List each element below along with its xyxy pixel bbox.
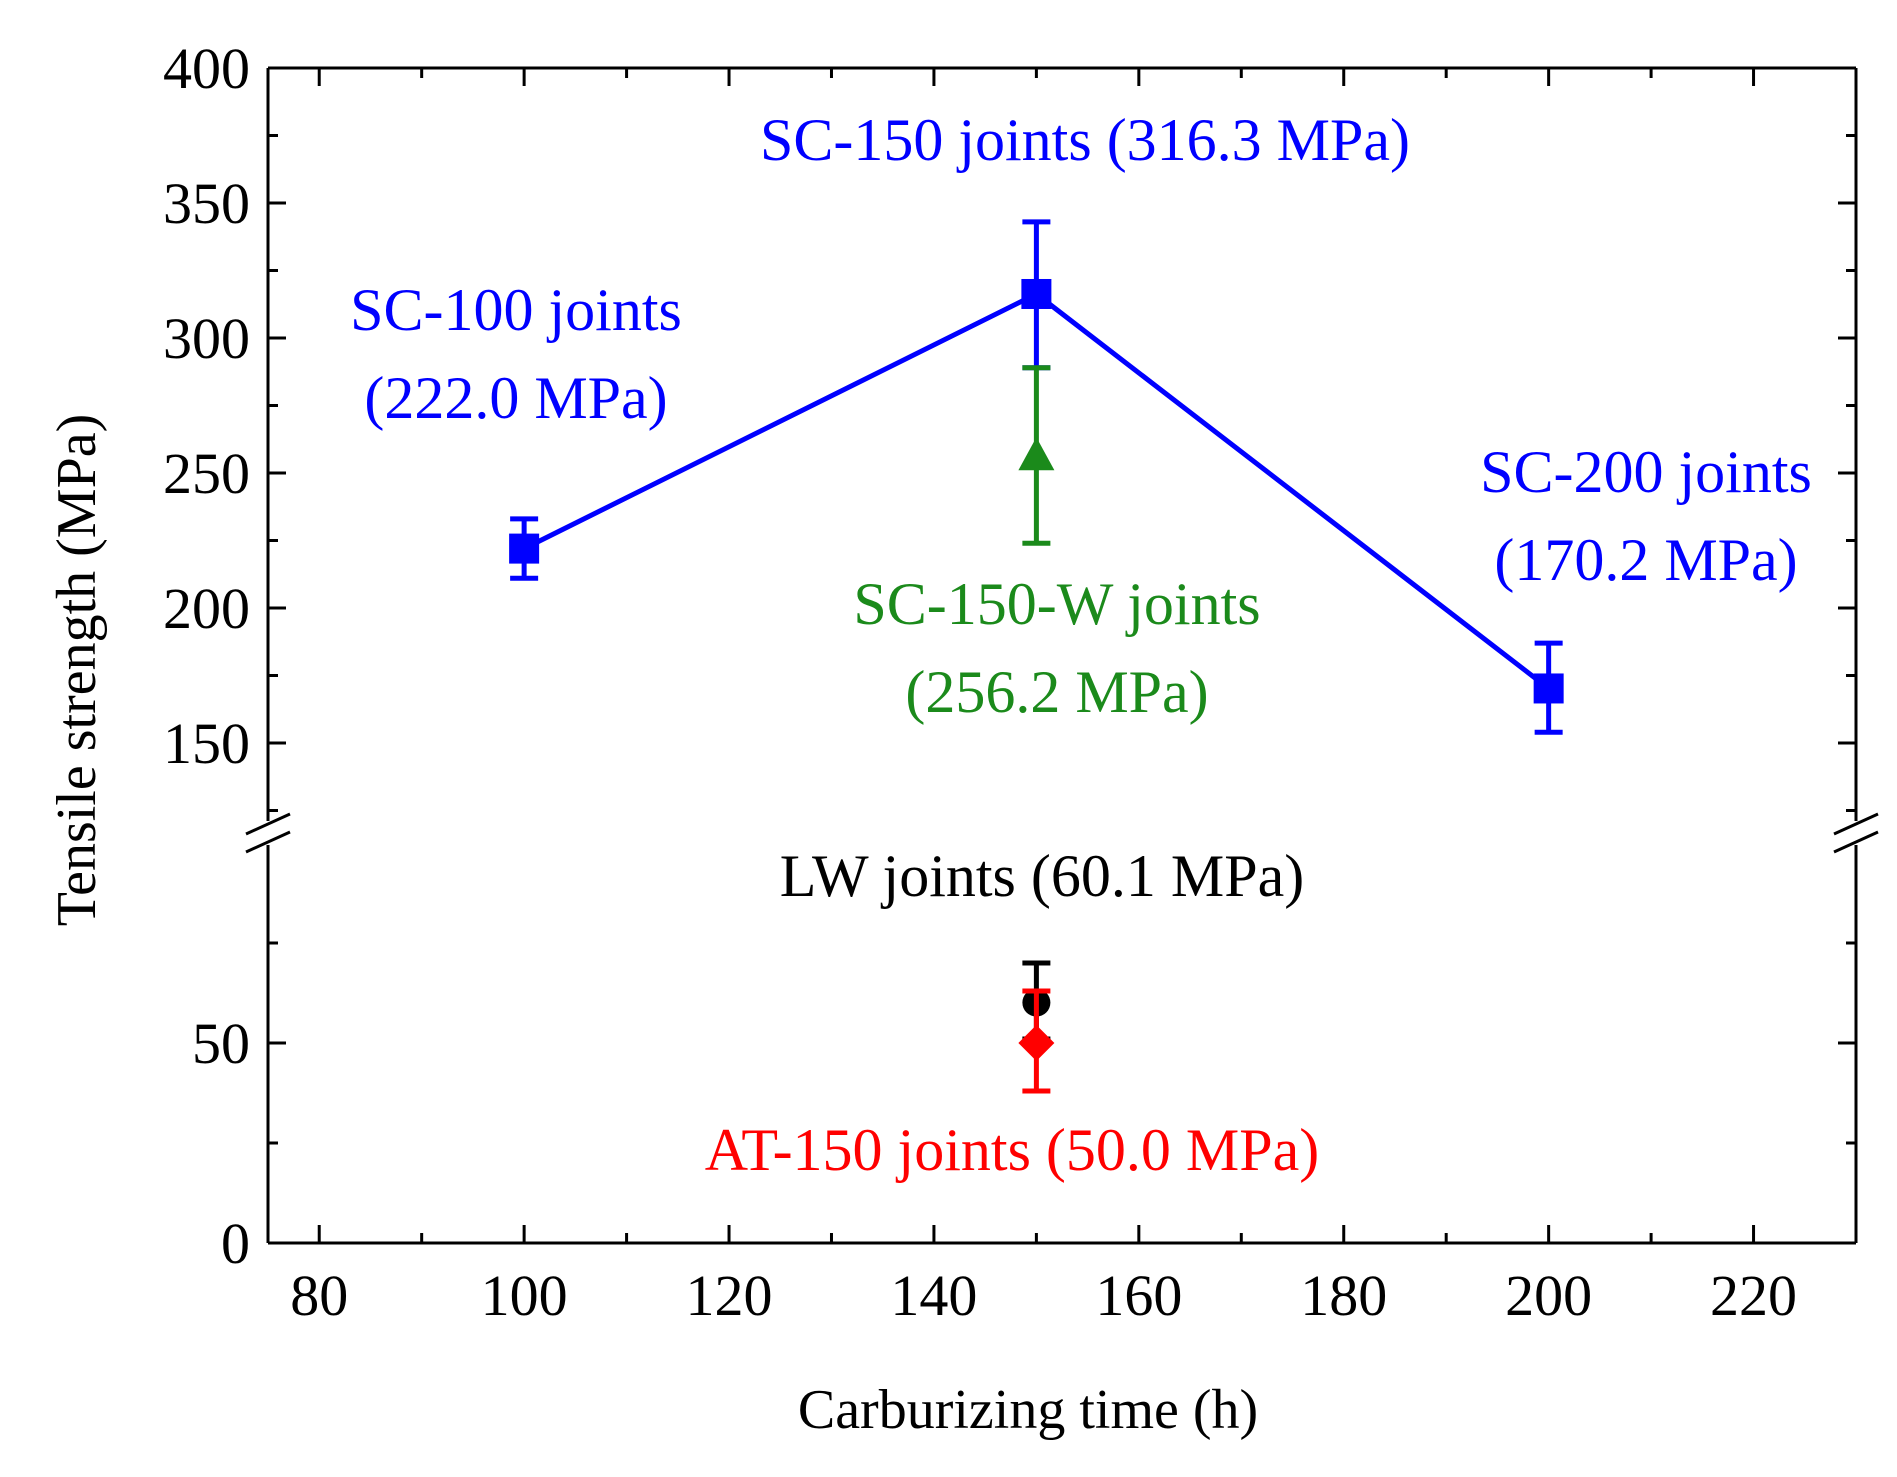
x-tick-label: 100 bbox=[481, 1263, 568, 1328]
axis-break-mark bbox=[1833, 830, 1879, 854]
data-point-square bbox=[509, 533, 540, 564]
series-sc bbox=[509, 219, 1564, 735]
data-point-square bbox=[1533, 673, 1564, 704]
y-tick-label: 50 bbox=[192, 1011, 250, 1076]
x-tick-label: 160 bbox=[1095, 1263, 1182, 1328]
x-tick-label: 220 bbox=[1710, 1263, 1797, 1328]
axis-break-mark bbox=[245, 830, 291, 854]
y-tick-label: 150 bbox=[163, 711, 250, 776]
annotation-lw: LW joints (60.1 MPa) bbox=[780, 843, 1304, 909]
axis-break-mark bbox=[245, 812, 291, 836]
y-tick-label: 250 bbox=[163, 441, 250, 506]
axes bbox=[245, 66, 1879, 1245]
series-layer bbox=[509, 219, 1564, 1094]
x-tick-label: 180 bbox=[1300, 1263, 1387, 1328]
annotation-sc100: SC-100 joints bbox=[350, 277, 682, 343]
y-tick-label: 300 bbox=[163, 306, 250, 371]
y-tick-label: 350 bbox=[163, 171, 250, 236]
annotations: SC-150 joints (316.3 MPa) SC-100 joints (2… bbox=[350, 107, 1812, 1183]
x-tick-label: 200 bbox=[1505, 1263, 1592, 1328]
annotation-sc100: (222.0 MPa) bbox=[364, 365, 667, 431]
data-point-square bbox=[1021, 278, 1052, 309]
x-tick-label: 80 bbox=[290, 1263, 348, 1328]
tick-labels: 80 100 120 140 160 180 200 220 150 200 250 300 350 40… bbox=[163, 36, 1797, 1328]
annotation-sc200: (170.2 MPa) bbox=[1494, 527, 1797, 593]
data-point-diamond bbox=[1018, 1025, 1055, 1061]
data-point-triangle bbox=[1018, 437, 1055, 471]
y-tick-label: 200 bbox=[163, 576, 250, 641]
series-scw bbox=[1018, 365, 1055, 546]
annotation-at150: AT-150 joints (50.0 MPa) bbox=[705, 1117, 1319, 1183]
annotation-sc200: SC-200 joints bbox=[1480, 439, 1812, 505]
axis-break-mark bbox=[1833, 812, 1879, 836]
y-axis-label: Tensile strength (MPa) bbox=[46, 414, 108, 926]
ticks bbox=[268, 66, 1856, 1245]
y-tick-label: 0 bbox=[221, 1211, 250, 1276]
annotation-sc150: SC-150 joints (316.3 MPa) bbox=[760, 107, 1410, 173]
annotation-scw150: SC-150-W joints bbox=[853, 571, 1260, 637]
x-axis-label: Carburizing time (h) bbox=[798, 1379, 1258, 1441]
series-at bbox=[1018, 988, 1055, 1094]
x-tick-label: 140 bbox=[890, 1263, 977, 1328]
x-tick-label: 120 bbox=[686, 1263, 773, 1328]
annotation-scw150: (256.2 MPa) bbox=[905, 659, 1208, 725]
y-tick-label: 400 bbox=[163, 36, 250, 101]
